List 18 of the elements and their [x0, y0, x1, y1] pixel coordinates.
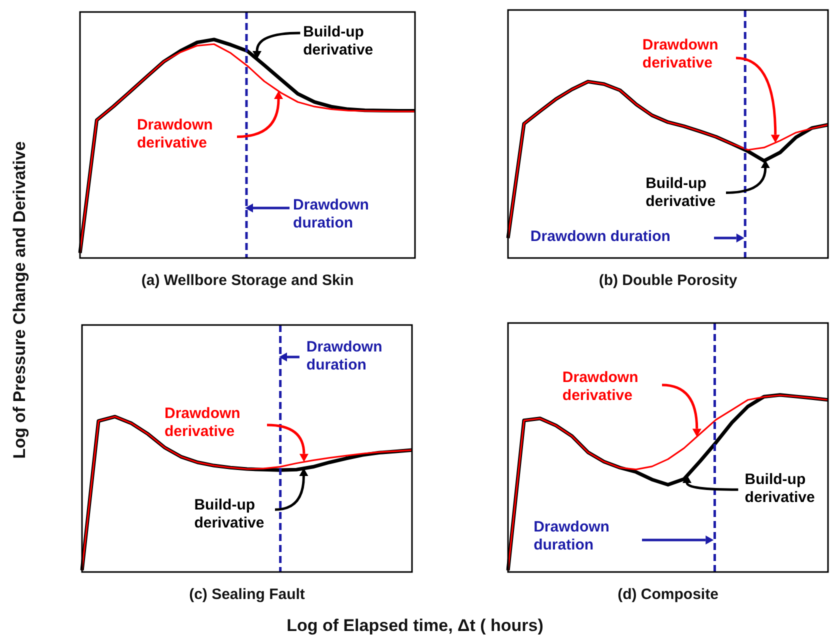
annotation: Drawdown duration [534, 518, 610, 554]
y-axis-title: Log of Pressure Change and Derivative [10, 140, 30, 461]
series-label: Drawdown derivative [164, 405, 240, 440]
text: (b) Double Porosity [598, 272, 738, 289]
series-label: Drawdown derivative [136, 116, 213, 152]
text: Drawdown duration [306, 338, 382, 374]
legend-label: Build-up derivative [303, 24, 374, 59]
text: (c) Sealing Fault [189, 586, 305, 603]
series-label: Drawdown derivative [562, 368, 638, 404]
annotation: Drawdown duration [293, 196, 369, 232]
annotation: Drawdown duration [530, 228, 670, 246]
text: (d) Composite [618, 586, 718, 603]
legend-label: Build-up derivative [744, 471, 815, 506]
legend-label: Build-up derivative [646, 174, 716, 210]
series-label: Build-up derivative [194, 496, 264, 532]
text: (a) Wellbore Storage and Skin [141, 272, 354, 289]
x-axis-title: Log of Elapsed time, Δt ( hours) [286, 616, 544, 636]
series-label: Drawdown derivative [642, 36, 718, 72]
